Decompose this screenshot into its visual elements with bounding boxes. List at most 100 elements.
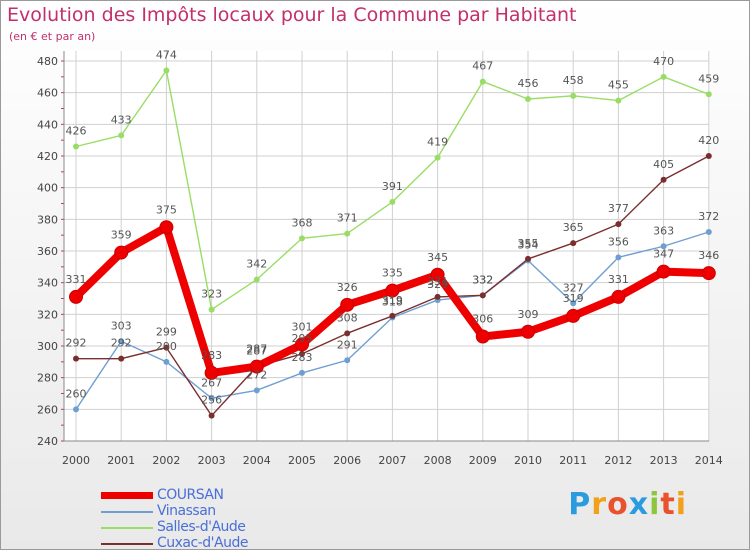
data-point — [253, 387, 260, 394]
data-point — [660, 176, 667, 183]
data-label: 355 — [518, 237, 539, 250]
data-label: 331 — [66, 273, 87, 286]
logo-letter: o — [607, 487, 629, 522]
data-point — [118, 132, 125, 139]
x-tick-label: 2009 — [469, 454, 497, 467]
data-label: 299 — [156, 326, 177, 339]
y-tick-label: 340 — [37, 277, 58, 290]
data-point — [479, 292, 486, 299]
data-label: 474 — [156, 49, 177, 62]
data-label: 319 — [563, 292, 584, 305]
x-tick-label: 2001 — [107, 454, 135, 467]
data-point — [69, 289, 83, 304]
data-label: 391 — [382, 180, 403, 193]
data-label: 359 — [111, 229, 132, 242]
legend: COURSAN Vinassan Salles-d'Aude Cuxac-d'A… — [101, 487, 341, 549]
data-label: 332 — [472, 273, 493, 286]
data-label: 371 — [337, 212, 358, 225]
y-tick-label: 260 — [37, 403, 58, 416]
series-layer — [69, 67, 716, 419]
legend-item-salles-d-aude[interactable]: Salles-d'Aude — [101, 519, 341, 536]
x-tick-label: 2007 — [378, 454, 406, 467]
data-point — [204, 365, 219, 380]
data-point — [249, 359, 264, 374]
data-point — [208, 412, 215, 419]
data-point — [430, 267, 445, 282]
data-label: 323 — [201, 288, 222, 301]
data-point — [118, 355, 125, 362]
x-tick-label: 2004 — [243, 454, 271, 467]
data-label: 356 — [608, 235, 629, 248]
data-label: 272 — [246, 368, 267, 381]
data-label: 292 — [111, 337, 132, 350]
data-point — [299, 235, 305, 242]
axis-layer: 240 260 280 300 320 340 360 380 400 420 440 460 480 2… — [37, 51, 723, 467]
data-label: 342 — [246, 258, 267, 271]
data-point — [385, 283, 400, 298]
data-point — [615, 221, 622, 228]
legend-item-coursan[interactable]: COURSAN — [101, 487, 341, 504]
data-point — [434, 154, 441, 161]
data-point — [118, 338, 125, 345]
data-label: 375 — [156, 203, 177, 216]
data-point — [705, 91, 712, 98]
legend-label-coursan: COURSAN — [157, 487, 224, 503]
data-point — [615, 254, 622, 261]
data-label: 354 — [518, 239, 539, 252]
data-point — [525, 96, 531, 102]
data-point — [570, 92, 577, 99]
data-point — [340, 297, 355, 312]
data-label: 347 — [653, 248, 674, 261]
y-tick-label: 420 — [37, 150, 58, 163]
data-point — [656, 264, 671, 279]
data-point — [705, 153, 712, 159]
y-tick-label: 240 — [37, 435, 58, 448]
data-label: 456 — [518, 77, 539, 90]
x-tick-label: 2012 — [604, 454, 632, 467]
data-point — [114, 245, 129, 260]
data-label: 405 — [653, 158, 674, 171]
data-label: 306 — [472, 313, 493, 326]
data-label: 292 — [66, 337, 87, 350]
data-label: 327 — [563, 281, 584, 294]
data-label: 455 — [608, 79, 629, 92]
data-label: 470 — [653, 55, 674, 68]
legend-item-cuxac-d-aude[interactable]: Cuxac-d'Aude — [101, 535, 341, 549]
legend-item-vinassan[interactable]: Vinassan — [101, 503, 341, 520]
logo-letter: i — [675, 487, 687, 522]
data-point — [208, 395, 215, 402]
x-tick-label: 2013 — [650, 454, 678, 467]
data-point — [159, 220, 174, 235]
data-label: 318 — [382, 296, 403, 309]
logo-letter: r — [591, 487, 608, 522]
data-label: 345 — [427, 251, 448, 264]
proxiti-logo[interactable]: Proxiti — [568, 487, 687, 522]
data-label: 335 — [382, 267, 403, 280]
data-point — [525, 255, 531, 262]
logo-letter: i — [649, 487, 661, 522]
data-label: 309 — [518, 308, 539, 321]
x-tick-label: 2011 — [559, 454, 587, 467]
x-tick-label: 2000 — [62, 454, 90, 467]
data-label: 346 — [698, 249, 719, 262]
chart-title: Evolution des Impôts locaux pour la Comm… — [7, 4, 577, 26]
data-label: 329 — [427, 278, 448, 291]
data-label: 287 — [246, 343, 267, 356]
data-point — [299, 350, 305, 357]
data-label: 365 — [563, 221, 584, 234]
data-point — [295, 337, 309, 352]
data-point — [73, 406, 79, 413]
chart-subtitle: (en € et par an) — [9, 30, 96, 43]
data-point — [163, 344, 170, 351]
data-label: 256 — [201, 394, 222, 407]
legend-label-vinassan: Vinassan — [157, 503, 216, 519]
data-label: 433 — [111, 113, 132, 126]
data-point — [479, 78, 486, 85]
logo-letter: P — [568, 487, 592, 522]
y-tick-label: 280 — [37, 372, 58, 385]
data-point — [389, 198, 396, 205]
y-tick-label: 400 — [37, 182, 58, 195]
data-point — [660, 243, 667, 250]
data-label: 326 — [337, 281, 358, 294]
